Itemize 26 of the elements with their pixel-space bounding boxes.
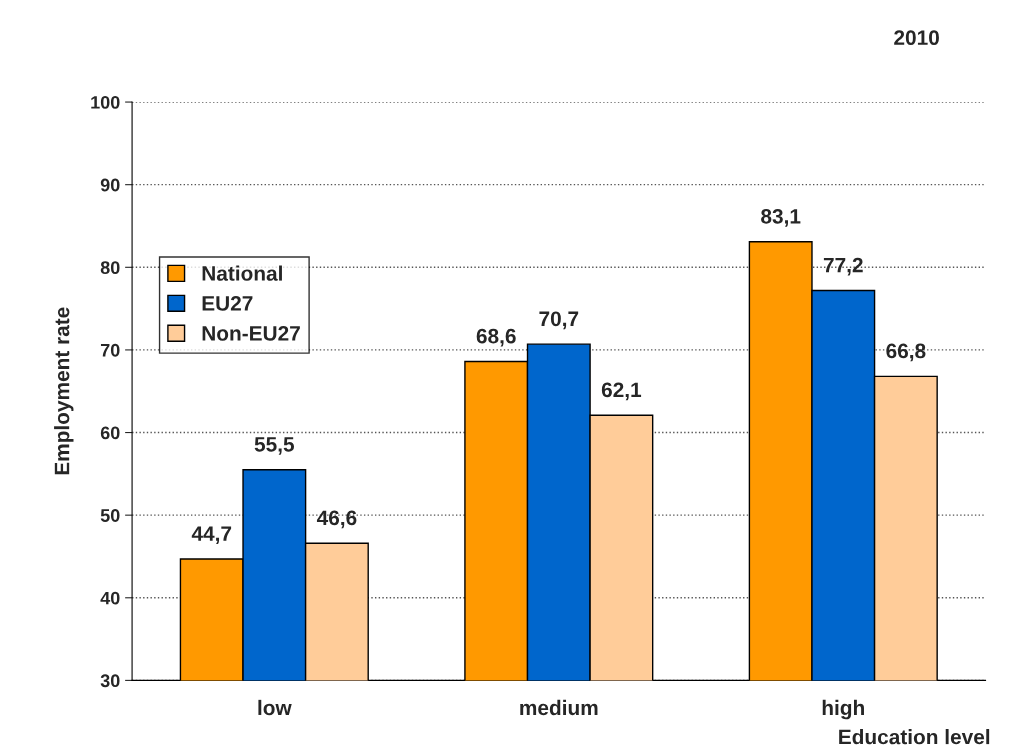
y-axis-title: Employment rate [54,307,74,475]
y-tick-label: 90 [100,178,120,192]
y-tick-label: 80 [100,261,120,275]
data-label: 77,2 [823,257,863,276]
legend-label: National [202,265,282,281]
y-tick-label: 60 [100,426,120,440]
y-tick-label: 50 [100,509,120,522]
x-tick-label: medium [520,699,598,716]
data-label: 83,1 [761,208,801,227]
y-tick-label: 70 [100,343,120,357]
y-tick-label: 30 [100,674,120,688]
x-tick-label: high [822,699,864,720]
y-tick-label: 100 [91,95,120,109]
chart-title: 2010 [894,30,939,46]
x-tick-label: low [258,699,292,716]
legend-label: EU27 [202,296,253,311]
data-label: 46,6 [316,510,357,529]
y-tick-label: 40 [100,591,120,605]
data-label: 55,5 [254,437,295,455]
data-label: 66,8 [886,343,926,362]
x-axis-title: Education level [839,729,990,745]
data-label: 70,7 [539,311,579,330]
legend-label: Non-EU27 [202,325,300,341]
data-label: 62,1 [601,382,642,401]
data-label: 44,7 [191,526,232,544]
data-label: 68,6 [476,328,516,347]
